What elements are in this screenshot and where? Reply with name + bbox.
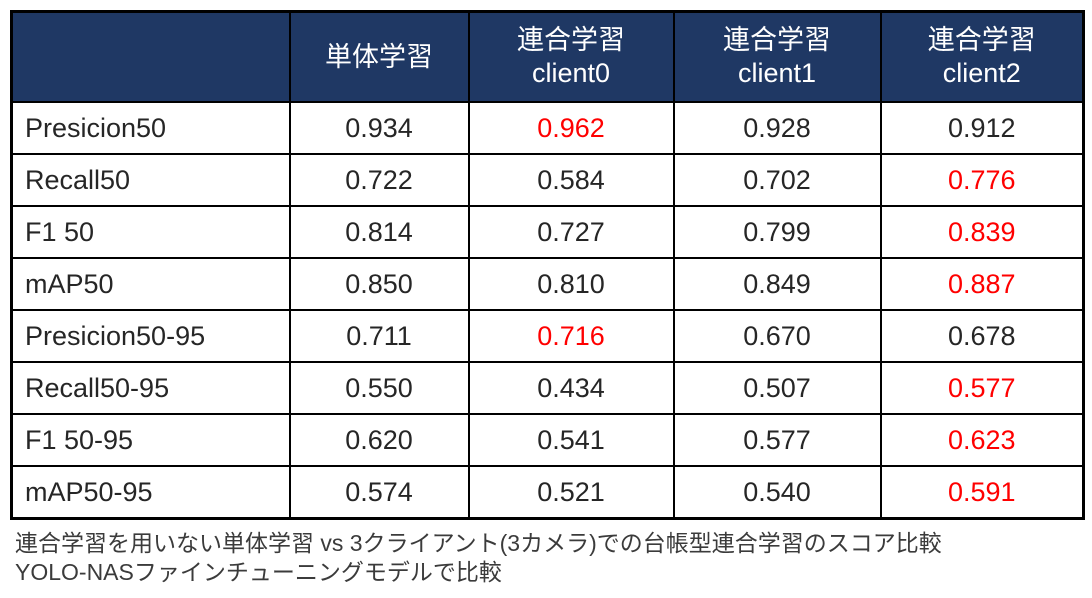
metric-value-cell: 0.814 [288,205,470,259]
metric-value-cell: 0.850 [288,257,470,311]
row-label: F1 50 [10,205,291,259]
metric-value-cell: 0.550 [288,361,470,415]
metric-value-cell: 0.574 [288,465,470,520]
header-cell-client1: 連合学習 client1 [672,10,882,103]
header-cell-client0: 連合学習 client0 [467,10,675,103]
metric-value-cell: 0.776 [879,153,1085,207]
table-row: Presicion50 0.934 0.962 0.928 0.912 [10,101,1085,155]
metric-value-cell: 0.887 [879,257,1085,311]
header-cell-client2: 連合学習 client2 [879,10,1085,103]
metric-value-cell: 0.620 [288,413,470,467]
row-label: mAP50-95 [10,465,291,520]
row-label: mAP50 [10,257,291,311]
metric-value-cell: 0.799 [672,205,882,259]
metric-value-cell: 0.541 [467,413,675,467]
metric-value-cell: 0.434 [467,361,675,415]
metric-value-cell: 0.928 [672,101,882,155]
table-row: Presicion50-95 0.711 0.716 0.670 0.678 [10,309,1085,363]
table-row: Recall50 0.722 0.584 0.702 0.776 [10,153,1085,207]
metric-value-cell: 0.577 [879,361,1085,415]
table-row: F1 50-95 0.620 0.541 0.577 0.623 [10,413,1085,467]
caption-line: 連合学習を用いない単体学習 vs 3クライアント(3カメラ)での台帳型連合学習の… [15,530,942,556]
metric-value-cell: 0.584 [467,153,675,207]
table-row: mAP50 0.850 0.810 0.849 0.887 [10,257,1085,311]
metric-value-cell: 0.540 [672,465,882,520]
metric-value-cell: 0.839 [879,205,1085,259]
metric-value-cell: 0.577 [672,413,882,467]
metric-value-cell: 0.912 [879,101,1085,155]
metric-value-cell: 0.711 [288,309,470,363]
row-label: Recall50-95 [10,361,291,415]
metric-value-cell: 0.727 [467,205,675,259]
metric-value-cell: 0.716 [467,309,675,363]
row-label: Recall50 [10,153,291,207]
table-caption: 連合学習を用いない単体学習 vs 3クライアント(3カメラ)での台帳型連合学習の… [10,529,1082,588]
metric-value-cell: 0.934 [288,101,470,155]
row-label: Presicion50-95 [10,309,291,363]
header-cell-corner [10,10,291,103]
table-row: Recall50-95 0.550 0.434 0.507 0.577 [10,361,1085,415]
metric-value-cell: 0.962 [467,101,675,155]
table-row: mAP50-95 0.574 0.521 0.540 0.591 [10,465,1085,520]
row-label: F1 50-95 [10,413,291,467]
metric-value-cell: 0.678 [879,309,1085,363]
row-label: Presicion50 [10,101,291,155]
metric-value-cell: 0.521 [467,465,675,520]
metric-value-cell: 0.722 [288,153,470,207]
metrics-table: 単体学習 連合学習 client0 連合学習 client1 連合学習 clie… [10,10,1085,520]
table-header-row: 単体学習 連合学習 client0 連合学習 client1 連合学習 clie… [10,10,1085,103]
metric-value-cell: 0.670 [672,309,882,363]
metric-value-cell: 0.702 [672,153,882,207]
caption-line: YOLO-NASファインチューニングモデルで比較 [15,559,502,586]
metric-value-cell: 0.507 [672,361,882,415]
table-row: F1 50 0.814 0.727 0.799 0.839 [10,205,1085,259]
metric-value-cell: 0.623 [879,413,1085,467]
metric-value-cell: 0.849 [672,257,882,311]
header-cell-standalone: 単体学習 [288,10,470,103]
metric-value-cell: 0.591 [879,465,1085,520]
metric-value-cell: 0.810 [467,257,675,311]
